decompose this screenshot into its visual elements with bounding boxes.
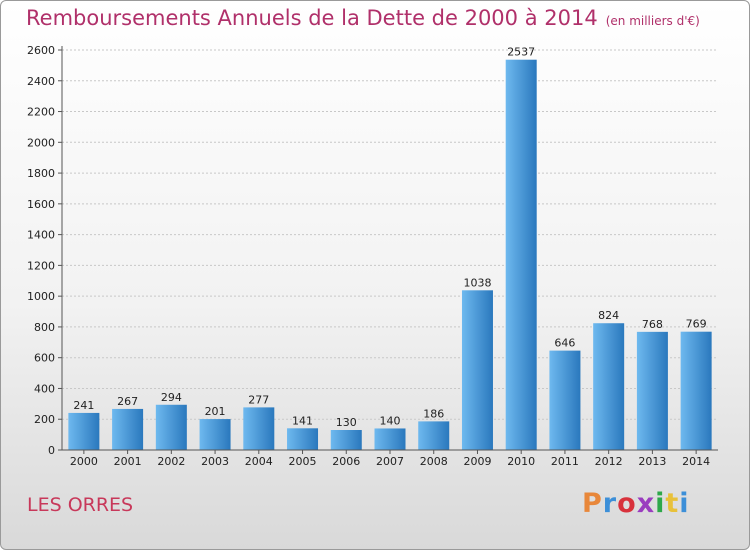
x-tick-label: 2014 bbox=[682, 455, 710, 468]
x-tick-label: 2000 bbox=[70, 455, 98, 468]
bar-value-label: 267 bbox=[117, 395, 138, 408]
chart-title: Remboursements Annuels de la Dette de 20… bbox=[26, 6, 700, 30]
bar bbox=[199, 419, 231, 450]
bar-value-label: 141 bbox=[292, 414, 313, 427]
y-tick-label: 2200 bbox=[27, 106, 55, 119]
x-tick-label: 2008 bbox=[420, 455, 448, 468]
x-tick-label: 2013 bbox=[638, 455, 666, 468]
bar-value-label: 201 bbox=[205, 405, 226, 418]
bar-value-label: 1038 bbox=[463, 276, 491, 289]
y-tick-label: 1200 bbox=[27, 259, 55, 272]
proxiti-logo: Proxiti bbox=[582, 488, 690, 519]
y-tick-label: 0 bbox=[48, 444, 55, 457]
x-tick-label: 2007 bbox=[376, 455, 404, 468]
x-tick-label: 2003 bbox=[201, 455, 229, 468]
bar-value-label: 768 bbox=[642, 318, 663, 331]
bar bbox=[330, 430, 362, 450]
y-tick-label: 600 bbox=[34, 352, 55, 365]
bar bbox=[461, 290, 493, 450]
bar-value-label: 294 bbox=[161, 391, 182, 404]
logo-letter: i bbox=[655, 488, 666, 519]
y-tick-label: 1400 bbox=[27, 229, 55, 242]
x-tick-label: 2009 bbox=[463, 455, 491, 468]
logo-letter: r bbox=[602, 488, 618, 519]
x-tick-label: 2010 bbox=[507, 455, 535, 468]
y-tick-label: 800 bbox=[34, 321, 55, 334]
y-tick-label: 1000 bbox=[27, 290, 55, 303]
bar bbox=[636, 331, 668, 450]
bar-value-label: 241 bbox=[73, 399, 94, 412]
bar bbox=[68, 412, 100, 450]
y-tick-label: 1800 bbox=[27, 167, 55, 180]
x-tick-label: 2011 bbox=[551, 455, 579, 468]
x-tick-label: 2006 bbox=[332, 455, 360, 468]
y-tick-label: 1600 bbox=[27, 198, 55, 211]
bar bbox=[418, 421, 450, 450]
bar bbox=[112, 408, 144, 450]
y-tick-label: 2400 bbox=[27, 75, 55, 88]
bar bbox=[680, 331, 712, 450]
bar bbox=[374, 428, 406, 450]
x-tick-label: 2012 bbox=[595, 455, 623, 468]
chart-title-text: Remboursements Annuels de la Dette de 20… bbox=[26, 6, 598, 30]
bar-value-label: 140 bbox=[380, 414, 401, 427]
y-tick-label: 400 bbox=[34, 382, 55, 395]
x-tick-label: 2004 bbox=[245, 455, 273, 468]
x-tick-label: 2005 bbox=[289, 455, 317, 468]
bar-value-label: 824 bbox=[598, 309, 619, 322]
bar-value-label: 2537 bbox=[507, 46, 535, 59]
bar bbox=[593, 323, 625, 450]
y-tick-label: 200 bbox=[34, 413, 55, 426]
bar-value-label: 277 bbox=[248, 393, 269, 406]
logo-letter: x bbox=[636, 488, 656, 519]
logo-letter: t bbox=[665, 488, 680, 519]
bar bbox=[155, 404, 187, 450]
bar bbox=[505, 59, 537, 450]
bar-value-label: 130 bbox=[336, 416, 357, 429]
bar-value-label: 646 bbox=[554, 337, 575, 350]
unit-note: (en milliers d'€) bbox=[605, 14, 700, 28]
bar bbox=[549, 350, 581, 450]
logo-letter: o bbox=[617, 488, 637, 519]
bar bbox=[243, 407, 275, 450]
bar bbox=[287, 428, 319, 450]
bar-value-label: 769 bbox=[686, 318, 707, 331]
logo-letter: i bbox=[679, 488, 690, 519]
bar-value-label: 186 bbox=[423, 407, 444, 420]
logo-letter: P bbox=[582, 488, 603, 519]
x-tick-label: 2001 bbox=[114, 455, 142, 468]
y-tick-label: 2600 bbox=[27, 44, 55, 57]
x-tick-label: 2002 bbox=[157, 455, 185, 468]
y-tick-label: 2000 bbox=[27, 136, 55, 149]
commune-name: LES ORRES bbox=[27, 494, 134, 516]
